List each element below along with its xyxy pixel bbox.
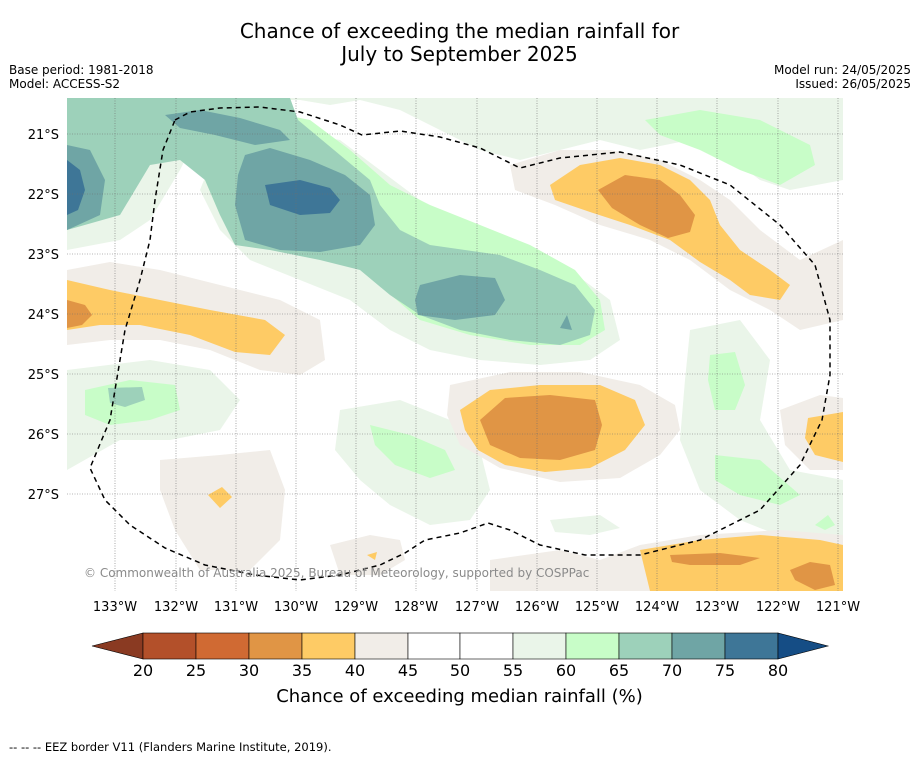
colorbar-tick: 40 (345, 661, 365, 680)
lat-label: 25°S (28, 368, 59, 383)
colorbar-tick: 65 (609, 661, 629, 680)
region-70-75 (415, 275, 505, 320)
lon-label: 124°W (635, 600, 679, 615)
region-75-80 (265, 180, 340, 215)
colorbar-segment-30-35 (248, 632, 303, 660)
colorbar-segment-40-45 (354, 632, 409, 660)
region-60-65 (645, 110, 815, 185)
lon-label: 125°W (575, 600, 619, 615)
colorbar-ticks: 20 25 30 35 40 45 50 55 60 65 70 75 80 (133, 661, 788, 680)
title-line-2: July to September 2025 (341, 42, 578, 66)
colorbar-tick: 60 (556, 661, 576, 680)
lat-gridlines (67, 133, 843, 495)
lat-labels: 21°S 22°S 23°S 24°S 25°S 26°S 27°S (28, 128, 59, 503)
region-60-65 (815, 515, 835, 530)
region-55-60 (550, 515, 620, 535)
lon-label: 127°W (455, 600, 499, 615)
colorbar (91, 632, 830, 660)
lon-label: 132°W (154, 600, 198, 615)
region-55-60 (67, 98, 843, 250)
colorbar-tick: 55 (503, 661, 523, 680)
colorbar-segment-60-65 (565, 632, 620, 660)
colorbar-segment-65-70 (618, 632, 673, 660)
region-35-40 (367, 552, 377, 560)
region-30-35 (480, 395, 602, 460)
region-35-40 (805, 412, 843, 462)
colorbar-tick: 30 (239, 661, 259, 680)
colorbar-segment-20-25 (142, 632, 197, 660)
colorbar-segment-70-75 (671, 632, 726, 660)
lat-label: 23°S (28, 248, 59, 263)
colorbar-below-arrow (91, 632, 144, 660)
colorbar-tick: 45 (398, 661, 418, 680)
region-35-40 (208, 487, 232, 508)
eez-border (89, 106, 831, 581)
model-run: Model run: 24/05/2025 (773, 63, 911, 77)
map-frame (67, 98, 843, 591)
region-60-65 (715, 455, 800, 505)
region-75-80 (67, 160, 85, 215)
model-name: Model: ACCESS-S2 (9, 77, 121, 91)
colorbar-segment-55-60 (512, 632, 567, 660)
lon-label: 129°W (334, 600, 378, 615)
meta-left: Base period: 1981-2018 Model: ACCESS-S2 (9, 63, 154, 91)
lon-label: 121°W (816, 600, 860, 615)
lat-label: 22°S (28, 188, 59, 203)
lon-labels: 133°W 132°W 131°W 130°W 129°W 128°W 127°… (93, 600, 860, 615)
colorbar-segment-25-30 (195, 632, 250, 660)
region-70-75 (165, 110, 290, 145)
lon-label: 126°W (515, 600, 559, 615)
colorbar-tick: 70 (662, 661, 682, 680)
lon-label: 128°W (394, 600, 438, 615)
title-line-1: Chance of exceeding the median rainfall … (239, 19, 680, 43)
colorbar-label: Chance of exceeding median rainfall (%) (276, 686, 643, 707)
colorbar-tick: 35 (292, 661, 312, 680)
colorbar-tick: 75 (715, 661, 735, 680)
meta-right: Model run: 24/05/2025 Issued: 26/05/2025 (774, 63, 911, 91)
colorbar-tick: 25 (186, 661, 206, 680)
lon-label: 133°W (93, 600, 137, 615)
region-30-35 (598, 175, 695, 238)
copyright-notice: © Commonwealth of Australia 2025, Bureau… (84, 566, 589, 580)
region-40-45 (160, 450, 285, 570)
map-title: Chance of exceeding the median rainfall … (0, 20, 919, 66)
colorbar-segment-75-80 (724, 632, 779, 660)
lon-label: 123°W (695, 600, 739, 615)
colorbar-segment-50-55 (459, 632, 514, 660)
colorbar-above-arrow (777, 632, 830, 660)
region-60-65 (370, 425, 455, 478)
region-65-70 (108, 387, 145, 407)
colorbar-segment-35-40 (301, 632, 356, 660)
region-30-35 (670, 553, 760, 565)
lon-label: 130°W (274, 600, 318, 615)
lat-label: 26°S (28, 428, 59, 443)
base-period: Base period: 1981-2018 (9, 63, 154, 77)
lon-label: 131°W (214, 600, 258, 615)
colorbar-tick: 50 (450, 661, 470, 680)
lat-label: 24°S (28, 308, 59, 323)
lat-label: 27°S (28, 488, 59, 503)
region-35-40 (67, 280, 285, 355)
colorbar-tick: 80 (768, 661, 788, 680)
colorbar-tick: 20 (133, 661, 153, 680)
eez-legend-note: -- -- -- EEZ border V11 (Flanders Marine… (9, 740, 332, 754)
lon-gridlines (114, 98, 839, 591)
lat-label: 21°S (28, 128, 59, 143)
lon-label: 122°W (756, 600, 800, 615)
issued-date: Issued: 26/05/2025 (795, 77, 911, 91)
region-30-35 (790, 562, 835, 590)
region-70-75 (560, 315, 572, 330)
colorbar-segment-45-50 (407, 632, 461, 660)
